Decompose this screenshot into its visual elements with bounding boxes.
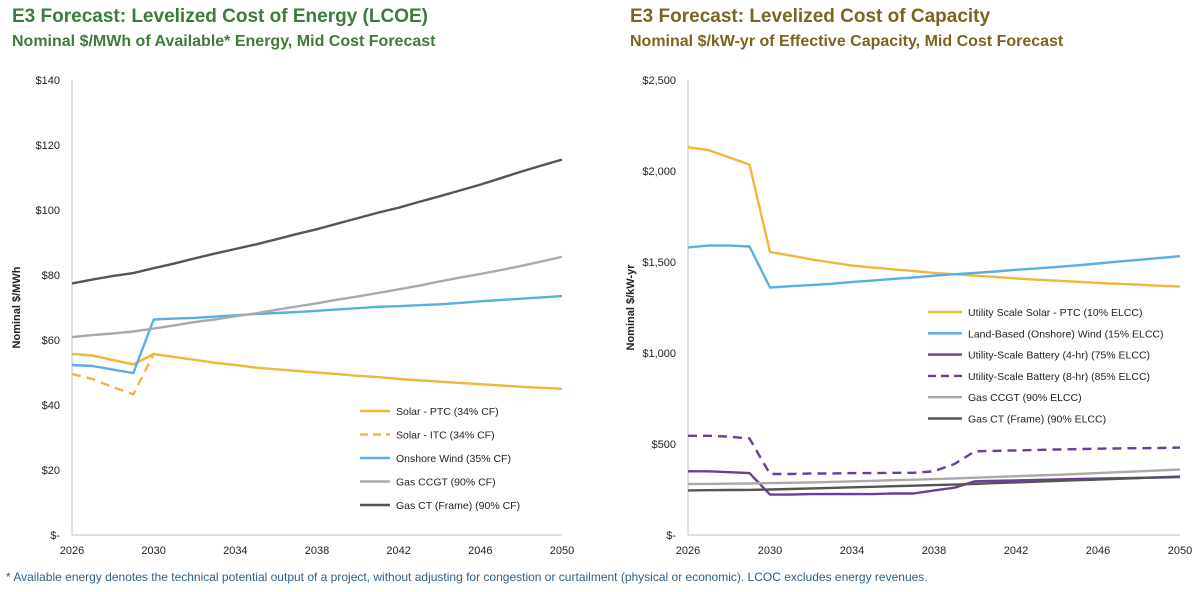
lcoc-y-tick-label: $2,500: [642, 75, 676, 87]
lcoe-legend-label: Solar - PTC (34% CF): [396, 406, 499, 418]
lcoc-x-tick-label: 2046: [1086, 545, 1110, 557]
lcoc-x-tick-label: 2038: [922, 545, 946, 557]
lcoc-chart-subtitle: Nominal $/kW-yr of Effective Capacity, M…: [630, 33, 1064, 50]
lcoe-x-tick-label: 2026: [60, 545, 84, 557]
lcoe-x-tick-label: 2034: [223, 545, 247, 557]
lcoe-x-tick-label: 2030: [141, 545, 165, 557]
lcoc-legend-label: Land-Based (Onshore) Wind (15% ELCC): [968, 328, 1164, 340]
lcoc-x-tick-label: 2030: [758, 545, 782, 557]
lcoe-y-tick-label: $60: [42, 335, 60, 347]
lcoe-series-line: [71, 353, 155, 396]
lcoc-line-chart: $- $500 $1,000 $1,500 $2,000 $2,500 2026 2030 20…: [625, 75, 1192, 557]
lcoe-line-chart: $- $20 $40 $60 $80 $100 $120 $140 2026 2030 2034 20…: [11, 75, 574, 557]
lcoc-y-tick-label: $1,000: [642, 348, 676, 360]
lcoe-legend-label: Onshore Wind (35% CF): [396, 453, 511, 465]
lcoc-chart-panel: E3 Forecast: Levelized Cost of Capacity …: [620, 0, 1200, 565]
lcoc-x-tick-label: 2026: [676, 545, 700, 557]
lcoe-x-tick-label: 2050: [550, 545, 574, 557]
lcoe-series-line: [71, 158, 563, 285]
lcoc-chart-title: E3 Forecast: Levelized Cost of Capacity: [630, 6, 991, 27]
lcoe-y-tick-label: $100: [36, 205, 60, 217]
lcoe-legend-label: Solar - ITC (34% CF): [396, 430, 495, 442]
footnote: * Available energy denotes the technical…: [6, 570, 928, 584]
lcoc-y-tick-label: $500: [652, 439, 676, 451]
lcoc-x-tick-label: 2042: [1004, 545, 1028, 557]
lcoe-x-tick-label: 2046: [468, 545, 492, 557]
lcoc-y-axis-label: Nominal $/kW-yr: [625, 264, 637, 351]
lcoe-y-tick-label: $-: [50, 530, 60, 542]
lcoc-y-tick-label: $2,000: [642, 166, 676, 178]
lcoc-legend-label: Utility-Scale Battery (8-hr) (85% ELCC): [968, 371, 1150, 383]
lcoc-legend-label: Gas CT (Frame) (90% ELCC): [968, 414, 1106, 426]
lcoe-y-tick-label: $20: [42, 465, 60, 477]
lcoc-series-line: [687, 146, 1181, 288]
lcoe-chart-subtitle: Nominal $/MWh of Available* Energy, Mid …: [12, 33, 436, 50]
lcoe-y-tick-label: $120: [36, 140, 60, 152]
lcoe-y-tick-label: $140: [36, 75, 60, 87]
lcoe-chart-panel: E3 Forecast: Levelized Cost of Energy (L…: [0, 0, 600, 565]
lcoc-y-tick-label: $1,500: [642, 257, 676, 269]
lcoe-y-tick-label: $80: [42, 270, 60, 282]
lcoc-x-tick-label: 2034: [840, 545, 864, 557]
lcoe-series-line: [71, 255, 563, 339]
lcoc-series-line: [687, 468, 1181, 486]
lcoc-x-tick-label: 2050: [1168, 545, 1192, 557]
lcoc-legend-label: Utility Scale Solar - PTC (10% ELCC): [968, 307, 1142, 319]
lcoe-legend-label: Gas CT (Frame) (90% CF): [396, 500, 520, 512]
lcoc-series-line: [688, 434, 1181, 476]
lcoe-chart-title: E3 Forecast: Levelized Cost of Energy (L…: [12, 6, 428, 27]
lcoe-series-line: [71, 294, 563, 375]
lcoe-x-tick-label: 2038: [305, 545, 329, 557]
lcoc-series-line: [687, 244, 1181, 289]
lcoe-y-axis-label: Nominal $/MWh: [11, 266, 23, 348]
lcoc-legend-label: Utility-Scale Battery (4-hr) (75% ELCC): [968, 350, 1150, 362]
lcoe-x-tick-label: 2042: [386, 545, 410, 557]
lcoe-legend-label: Gas CCGT (90% CF): [396, 477, 496, 489]
lcoc-series-line: [687, 475, 1181, 492]
lcoc-legend-label: Gas CCGT (90% ELCC): [968, 392, 1082, 404]
lcoc-y-tick-label: $-: [666, 530, 676, 542]
lcoe-y-tick-label: $40: [42, 400, 60, 412]
